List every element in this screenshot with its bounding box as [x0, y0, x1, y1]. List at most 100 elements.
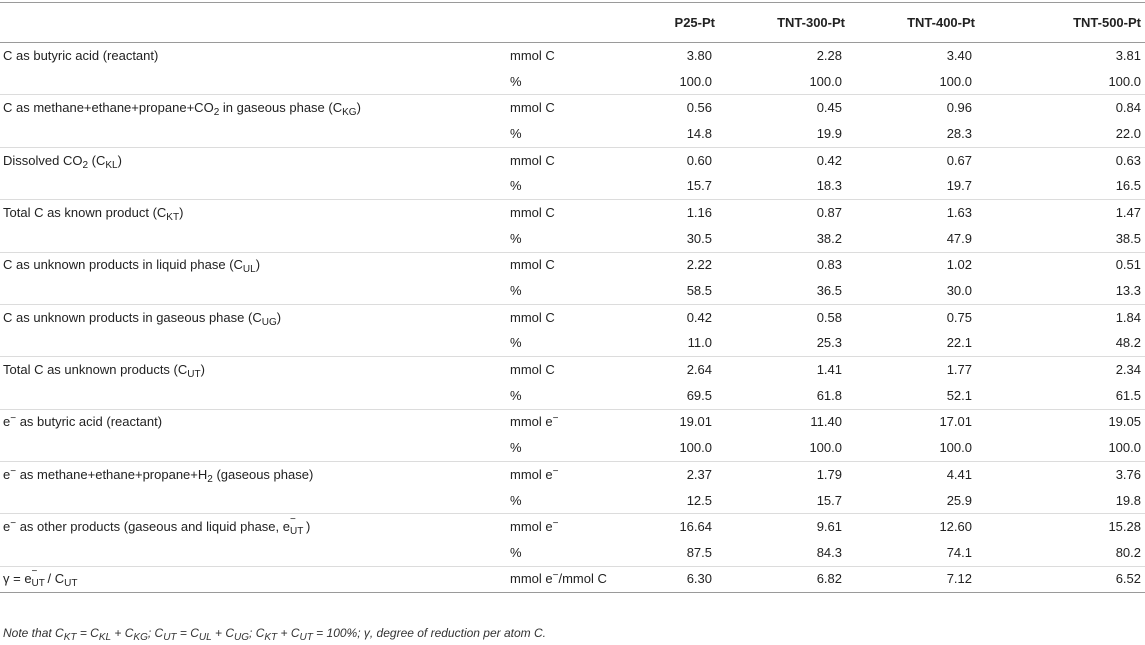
- value-tnt-500-pt: 38.5: [1115, 230, 1141, 246]
- row-unit: mmol e−: [500, 408, 623, 436]
- footnote-sub: KT: [63, 632, 77, 643]
- value-tnt-400-pt: 3.40: [946, 47, 972, 63]
- value-p25-pt: 69.5: [686, 387, 712, 403]
- label-sub: KG: [342, 107, 357, 119]
- footnote-text: = C: [176, 626, 199, 640]
- footnote-sub: UT: [299, 632, 313, 643]
- unit-text: %: [510, 544, 522, 560]
- unit-text: mmol C: [510, 257, 555, 273]
- value-tnt-500-pt: 2.34: [1013, 356, 1145, 383]
- value-tnt-400-pt: 0.75: [883, 303, 1013, 331]
- value-p25-pt: 12.5: [686, 492, 712, 508]
- value-tnt-300-pt: 1.41: [753, 356, 883, 383]
- value-p25-pt: 100.0: [679, 73, 712, 89]
- value-tnt-400-pt: 17.01: [883, 408, 1013, 436]
- row-label: γ = e − UT / CUT: [0, 565, 500, 593]
- table-row: % 30.5 38.2 47.9 38.5: [0, 226, 1145, 252]
- footnote-text: + C: [111, 626, 134, 640]
- value-tnt-400-pt: 52.1: [946, 387, 972, 403]
- header-label: [0, 2, 500, 43]
- row-unit: mmol e−/mmol C: [500, 565, 623, 593]
- value-tnt-500-pt: 22.0: [1115, 125, 1141, 141]
- label-text: Dissolved CO: [3, 152, 83, 168]
- table-row: % 58.5 36.5 30.0 13.3: [0, 278, 1145, 304]
- footnote-text: + C: [277, 626, 300, 640]
- value-tnt-400-pt: 47.9: [946, 230, 972, 246]
- unit-text: mmol e: [510, 519, 553, 535]
- row-unit: mmol C: [500, 94, 623, 122]
- label-sub: UT: [64, 578, 78, 590]
- value-p25-pt: 3.80: [686, 47, 712, 63]
- value-tnt-500-pt: 1.84: [1013, 303, 1145, 331]
- label-sub: 2: [82, 159, 89, 171]
- value-tnt-300-pt: 100.0: [809, 73, 842, 89]
- value-tnt-500-pt: 19.8: [1115, 492, 1141, 508]
- table-row: C as methane+ethane+propane+CO2 in gaseo…: [0, 94, 1145, 122]
- value-p25-pt: 11.0: [687, 335, 712, 351]
- value-tnt-400-pt: 4.41: [883, 460, 1013, 488]
- row-label: e− as methane+ethane+propane+H2 (gaseous…: [0, 460, 500, 488]
- unit-text: %: [510, 335, 522, 351]
- unit-sup: −: [552, 413, 559, 425]
- table-row: % 11.0 25.3 22.1 48.2: [0, 331, 1145, 357]
- value-tnt-300-pt: 18.3: [816, 178, 842, 194]
- row-unit: %: [500, 278, 623, 304]
- unit-text: mmol C: [510, 204, 555, 220]
- label-text: / C: [47, 571, 65, 587]
- table-row: e− as methane+ethane+propane+H2 (gaseous…: [0, 460, 1145, 488]
- unit-sup: −: [552, 570, 559, 582]
- unit-text: mmol C: [510, 47, 555, 63]
- row-label: e− as butyric acid (reactant): [0, 408, 500, 436]
- value-p25-pt: 14.8: [686, 125, 712, 141]
- row-label: [0, 488, 500, 514]
- row-label: [0, 435, 500, 461]
- label-sup: −: [10, 518, 17, 530]
- value-tnt-300-pt: 11.40: [753, 408, 883, 436]
- value-p25-pt: 16.64: [623, 513, 753, 541]
- table-row: e− as butyric acid (reactant) mmol e− 19.0…: [0, 408, 1145, 436]
- unit-text: %: [510, 230, 522, 246]
- unit-sup: −: [552, 465, 559, 477]
- value-tnt-300-pt: 84.3: [816, 544, 842, 560]
- value-tnt-300-pt: 0.45: [753, 94, 883, 122]
- value-tnt-300-pt: 0.83: [753, 251, 883, 279]
- row-label: [0, 226, 500, 252]
- label-text: e: [3, 519, 11, 535]
- value-tnt-400-pt: 100.0: [939, 440, 972, 456]
- value-tnt-400-pt: 28.3: [946, 125, 972, 141]
- label-text: (gaseous phase): [212, 466, 314, 482]
- label-subsup: − UT: [32, 566, 48, 589]
- label-text: as butyric acid (reactant): [16, 414, 163, 430]
- value-tnt-500-pt: 19.05: [1013, 408, 1145, 436]
- table-row: γ = e − UT / CUT mmol e−/mmol C 6.30 6.82 7.12 6…: [0, 565, 1145, 593]
- row-label: [0, 173, 500, 199]
- footnote-text: C: [55, 626, 64, 640]
- header-tnt-400-pt: TNT-400-Pt: [883, 2, 1013, 43]
- value-tnt-400-pt: 1.77: [883, 356, 1013, 383]
- row-unit: %: [500, 540, 623, 566]
- value-tnt-300-pt: 61.8: [816, 387, 842, 403]
- value-tnt-500-pt: 3.81: [1115, 47, 1141, 63]
- label-text: C as unknown products in liquid phase (C: [3, 257, 243, 273]
- label-sub: KT: [166, 211, 180, 223]
- row-unit: %: [500, 226, 623, 252]
- label-text: as other products (gaseous and liquid ph…: [16, 519, 290, 535]
- value-p25-pt: 0.60: [623, 146, 753, 174]
- row-unit: %: [500, 121, 623, 147]
- label-text: e: [3, 466, 11, 482]
- value-p25-pt: 6.30: [623, 565, 753, 593]
- label-text: (C: [88, 152, 106, 168]
- unit-text: %: [510, 178, 522, 194]
- value-tnt-500-pt: 15.28: [1013, 513, 1145, 541]
- label-sub: UT: [31, 578, 45, 590]
- label-text: in gaseous phase (C: [219, 100, 343, 116]
- row-unit: %: [500, 173, 623, 199]
- value-tnt-400-pt: 22.1: [946, 335, 972, 351]
- value-p25-pt: 100.0: [679, 440, 712, 456]
- value-tnt-400-pt: 0.96: [883, 94, 1013, 122]
- value-tnt-500-pt: 80.2: [1115, 544, 1141, 560]
- value-tnt-400-pt: 7.12: [883, 565, 1013, 593]
- value-p25-pt: 58.5: [686, 283, 712, 299]
- row-label: C as unknown products in liquid phase (C…: [0, 251, 500, 279]
